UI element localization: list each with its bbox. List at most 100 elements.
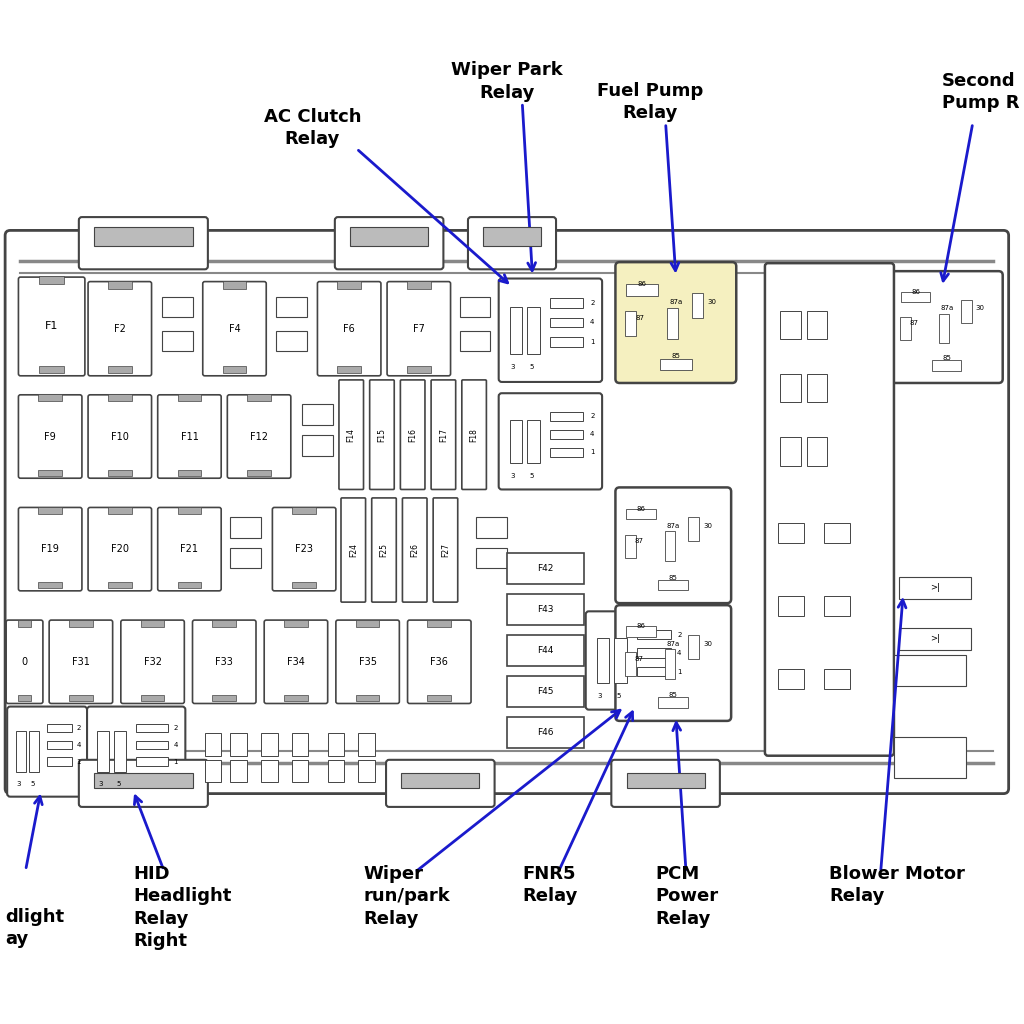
Text: Second
Pump R: Second Pump R [942,72,1020,112]
Bar [302,435,333,456]
Bar [114,731,126,772]
Text: F45: F45 [537,687,554,695]
Text: F25: F25 [380,543,388,557]
FancyBboxPatch shape [431,380,456,489]
FancyBboxPatch shape [372,498,396,602]
Bar [551,298,584,308]
Bar [510,307,522,353]
Text: F32: F32 [143,656,162,667]
Bar [627,773,705,788]
Text: 85: 85 [942,355,951,361]
FancyBboxPatch shape [586,611,689,710]
Text: PCM
Power
Relay: PCM Power Relay [655,865,719,928]
Bar [476,548,507,568]
Text: F18: F18 [470,428,478,441]
Bar [177,507,202,514]
FancyBboxPatch shape [18,508,82,591]
Bar [108,394,132,401]
Bar [507,635,584,666]
Bar [597,638,609,683]
Text: F9: F9 [44,431,56,441]
FancyBboxPatch shape [49,621,113,703]
Text: 2: 2 [590,300,594,306]
Text: F34: F34 [287,656,305,667]
Text: 3: 3 [16,780,20,786]
FancyBboxPatch shape [765,263,894,756]
Bar [660,358,691,370]
Text: F43: F43 [537,605,554,613]
Bar [230,760,247,782]
Text: Wiper Park
Relay: Wiper Park Relay [451,61,563,101]
Text: F36: F36 [430,656,449,667]
Bar [637,630,671,639]
Bar [962,300,972,323]
Text: 3: 3 [511,473,515,478]
Bar [658,580,688,591]
Text: 4: 4 [677,650,681,656]
Text: >|: >| [930,635,940,643]
FancyBboxPatch shape [158,395,221,478]
Bar [337,281,361,289]
Bar [901,292,930,302]
Text: F19: F19 [41,544,59,554]
Bar [355,620,380,627]
Bar [894,655,966,686]
Text: F16: F16 [409,428,417,441]
Bar [401,773,479,788]
Text: F26: F26 [411,543,419,557]
Bar [637,667,671,676]
Bar [302,404,333,425]
Text: 1: 1 [677,669,682,675]
FancyBboxPatch shape [499,393,602,489]
Bar [551,447,584,457]
FancyBboxPatch shape [615,262,736,383]
Text: F2: F2 [114,324,126,334]
Text: 87: 87 [635,315,644,322]
Bar [230,517,261,538]
Text: F1: F1 [45,322,58,332]
Bar [337,367,361,374]
Text: F4: F4 [228,324,241,334]
Bar [38,470,62,476]
Bar [140,695,165,701]
Bar [39,366,65,373]
Bar [47,724,72,732]
Bar [140,620,165,627]
Bar [212,620,237,627]
Bar [899,628,971,650]
Text: 5: 5 [616,692,622,698]
Bar [69,695,93,701]
Bar [932,360,962,371]
FancyBboxPatch shape [402,498,427,602]
Bar [276,331,307,351]
Bar [108,583,132,589]
Bar [292,507,316,514]
Text: 1: 1 [590,450,595,455]
FancyBboxPatch shape [227,395,291,478]
Bar [69,620,93,627]
Bar [691,293,702,318]
FancyBboxPatch shape [18,278,85,376]
FancyBboxPatch shape [88,508,152,591]
Bar [824,596,850,616]
Bar [136,740,168,750]
Bar [625,311,636,336]
Bar [108,507,132,514]
Bar [427,695,452,701]
Bar [136,724,168,732]
Bar [614,638,627,683]
Bar [427,620,452,627]
Bar [18,695,31,701]
FancyBboxPatch shape [341,498,366,602]
Text: 3: 3 [598,692,602,698]
Bar [247,470,271,476]
Bar [625,652,636,676]
Bar [807,310,827,339]
Bar [899,577,971,599]
Text: F20: F20 [111,544,129,554]
Text: F31: F31 [72,656,90,667]
Bar [94,227,193,246]
Bar [778,596,804,616]
Text: F46: F46 [537,728,554,736]
FancyBboxPatch shape [272,508,336,591]
